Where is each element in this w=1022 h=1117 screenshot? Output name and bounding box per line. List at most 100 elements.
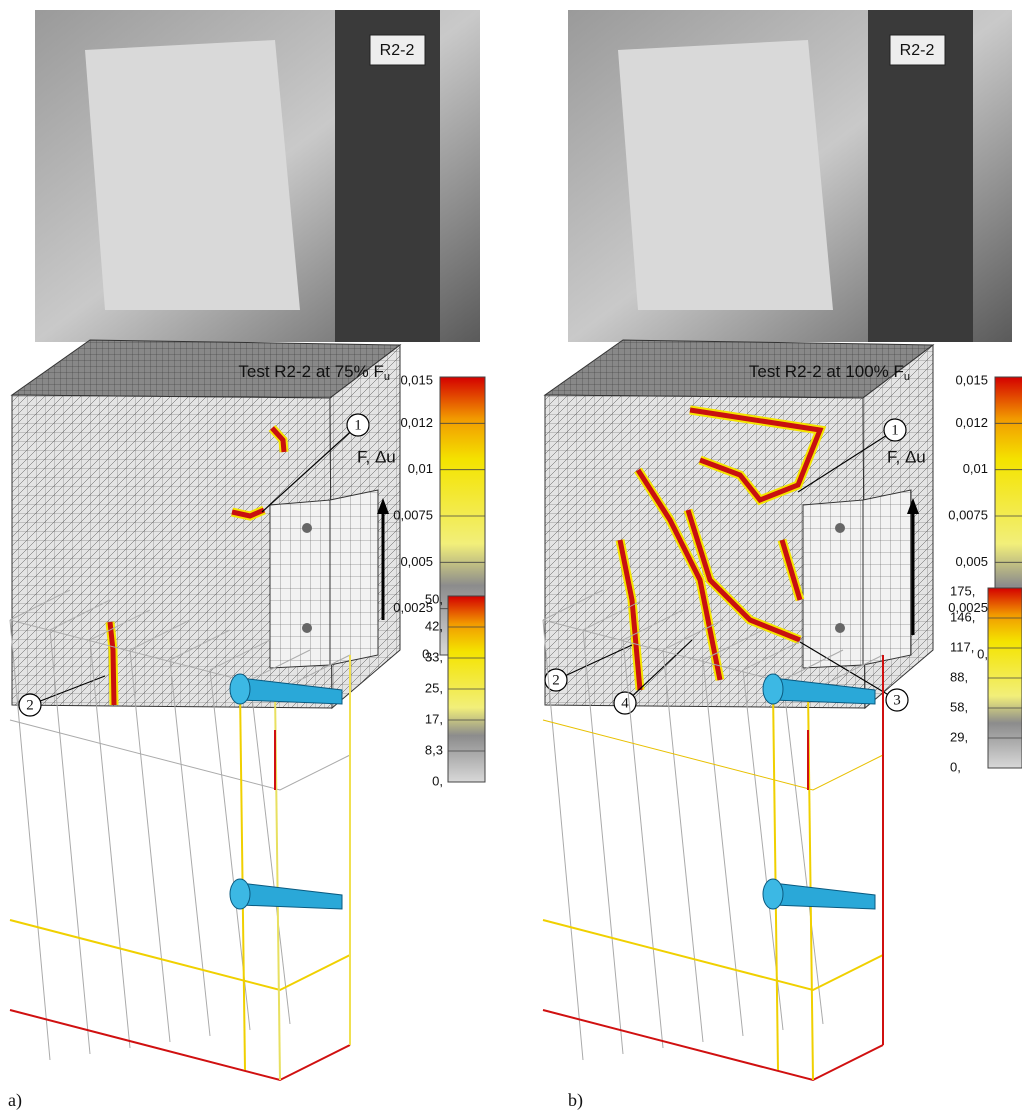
scale-label: 146, bbox=[950, 609, 975, 624]
anchor-head bbox=[762, 673, 784, 705]
anchor-bolt bbox=[772, 882, 876, 910]
crack bbox=[635, 468, 723, 681]
scale-label: 0, bbox=[977, 646, 988, 661]
plate bbox=[269, 499, 331, 669]
crack bbox=[685, 509, 801, 643]
crack bbox=[689, 407, 824, 504]
panel-title: Test R2-2 at 75% Fu bbox=[238, 362, 390, 382]
rebar bbox=[9, 719, 351, 791]
crack bbox=[617, 539, 643, 691]
anchor-bolt bbox=[239, 882, 343, 910]
marker-number: 4 bbox=[621, 695, 629, 711]
panel-label: b) bbox=[568, 1090, 583, 1111]
scale-label: 0,0025 bbox=[393, 600, 433, 615]
scale-label: 0,005 bbox=[400, 554, 433, 569]
rebar bbox=[9, 589, 71, 621]
marker-circle bbox=[544, 668, 568, 692]
scale-label: 175, bbox=[950, 583, 975, 598]
crack bbox=[107, 621, 117, 706]
scale-label: 0, bbox=[950, 759, 961, 774]
title-subscript: u bbox=[904, 371, 910, 383]
force-label: F, Δu bbox=[357, 447, 396, 466]
scale-label: 42, bbox=[425, 618, 443, 633]
title-text: Test R2-2 at 75% F bbox=[238, 362, 384, 381]
rebar bbox=[702, 629, 764, 661]
scale-label: 0,0075 bbox=[948, 507, 988, 522]
scale-label: 50, bbox=[425, 591, 443, 606]
rebar bbox=[582, 629, 624, 1055]
plate-flange bbox=[862, 489, 912, 666]
scale-label: 0,0075 bbox=[393, 507, 433, 522]
scale-label: 25, bbox=[425, 680, 443, 695]
photo-block bbox=[618, 40, 833, 310]
rebar bbox=[582, 599, 644, 631]
rebar bbox=[542, 719, 884, 791]
crack bbox=[270, 426, 287, 453]
scale-label: 0,01 bbox=[963, 461, 988, 476]
scale-label: 8,3 bbox=[425, 742, 443, 757]
rebar bbox=[742, 639, 804, 671]
rebar bbox=[622, 639, 664, 1049]
rebar bbox=[9, 1009, 351, 1082]
rebar bbox=[702, 659, 744, 1037]
marker-circle bbox=[885, 688, 909, 712]
rebar bbox=[662, 619, 724, 651]
plate-flange bbox=[329, 489, 379, 666]
rebar bbox=[9, 619, 51, 1061]
scale-label: 88, bbox=[950, 669, 968, 684]
photo-block bbox=[85, 40, 300, 310]
rebar bbox=[169, 659, 211, 1037]
leader-line bbox=[797, 429, 896, 493]
marker-number: 1 bbox=[354, 417, 362, 433]
panel-title: Test R2-2 at 100% Fu bbox=[749, 362, 910, 382]
leader-line bbox=[799, 641, 898, 701]
rebar bbox=[249, 679, 291, 1025]
bolt bbox=[302, 523, 312, 533]
rebar bbox=[542, 919, 884, 992]
rebar bbox=[782, 679, 824, 1025]
rebar bbox=[542, 589, 604, 621]
rebar bbox=[622, 609, 684, 641]
crack bbox=[231, 507, 265, 519]
marker-circle bbox=[18, 693, 42, 717]
photo-tag bbox=[369, 34, 426, 66]
rebar bbox=[542, 1009, 884, 1082]
rebar bbox=[9, 919, 351, 992]
bolt bbox=[835, 623, 845, 633]
anchor-head bbox=[229, 673, 251, 705]
scale-label: 0, bbox=[422, 646, 433, 661]
scale-label: 0, bbox=[432, 773, 443, 788]
leader-line bbox=[555, 644, 633, 681]
scale-label: 33, bbox=[425, 649, 443, 664]
plate bbox=[802, 499, 864, 669]
arrow-head bbox=[377, 498, 389, 514]
force-label: F, Δu bbox=[887, 447, 926, 466]
rebar bbox=[49, 599, 111, 631]
scale-label: 0,0025 bbox=[948, 600, 988, 615]
scale-label: 0,015 bbox=[955, 372, 988, 387]
rebar bbox=[129, 619, 191, 651]
marker-number: 2 bbox=[26, 697, 34, 713]
scale-label: 0,015 bbox=[400, 372, 433, 387]
rebar bbox=[542, 619, 584, 1061]
rebar bbox=[89, 609, 151, 641]
anchor-head bbox=[762, 878, 784, 910]
scale-label: 58, bbox=[950, 699, 968, 714]
photo-tag-text: R2-2 bbox=[380, 42, 415, 59]
marker-circle bbox=[613, 691, 637, 715]
bolt bbox=[302, 623, 312, 633]
marker-number: 2 bbox=[552, 672, 560, 688]
crack bbox=[779, 539, 803, 601]
scale-label: 17, bbox=[425, 711, 443, 726]
arrow-head bbox=[907, 498, 919, 514]
marker-circle bbox=[346, 413, 370, 437]
rebar bbox=[249, 649, 311, 681]
rebar bbox=[129, 649, 171, 1043]
title-text: Test R2-2 at 100% F bbox=[749, 362, 904, 381]
rebar bbox=[662, 649, 704, 1043]
scale-label: 0,005 bbox=[955, 554, 988, 569]
photo-tag-text: R2-2 bbox=[900, 42, 935, 59]
leader-line bbox=[624, 639, 693, 704]
marker-number: 1 bbox=[891, 422, 899, 438]
